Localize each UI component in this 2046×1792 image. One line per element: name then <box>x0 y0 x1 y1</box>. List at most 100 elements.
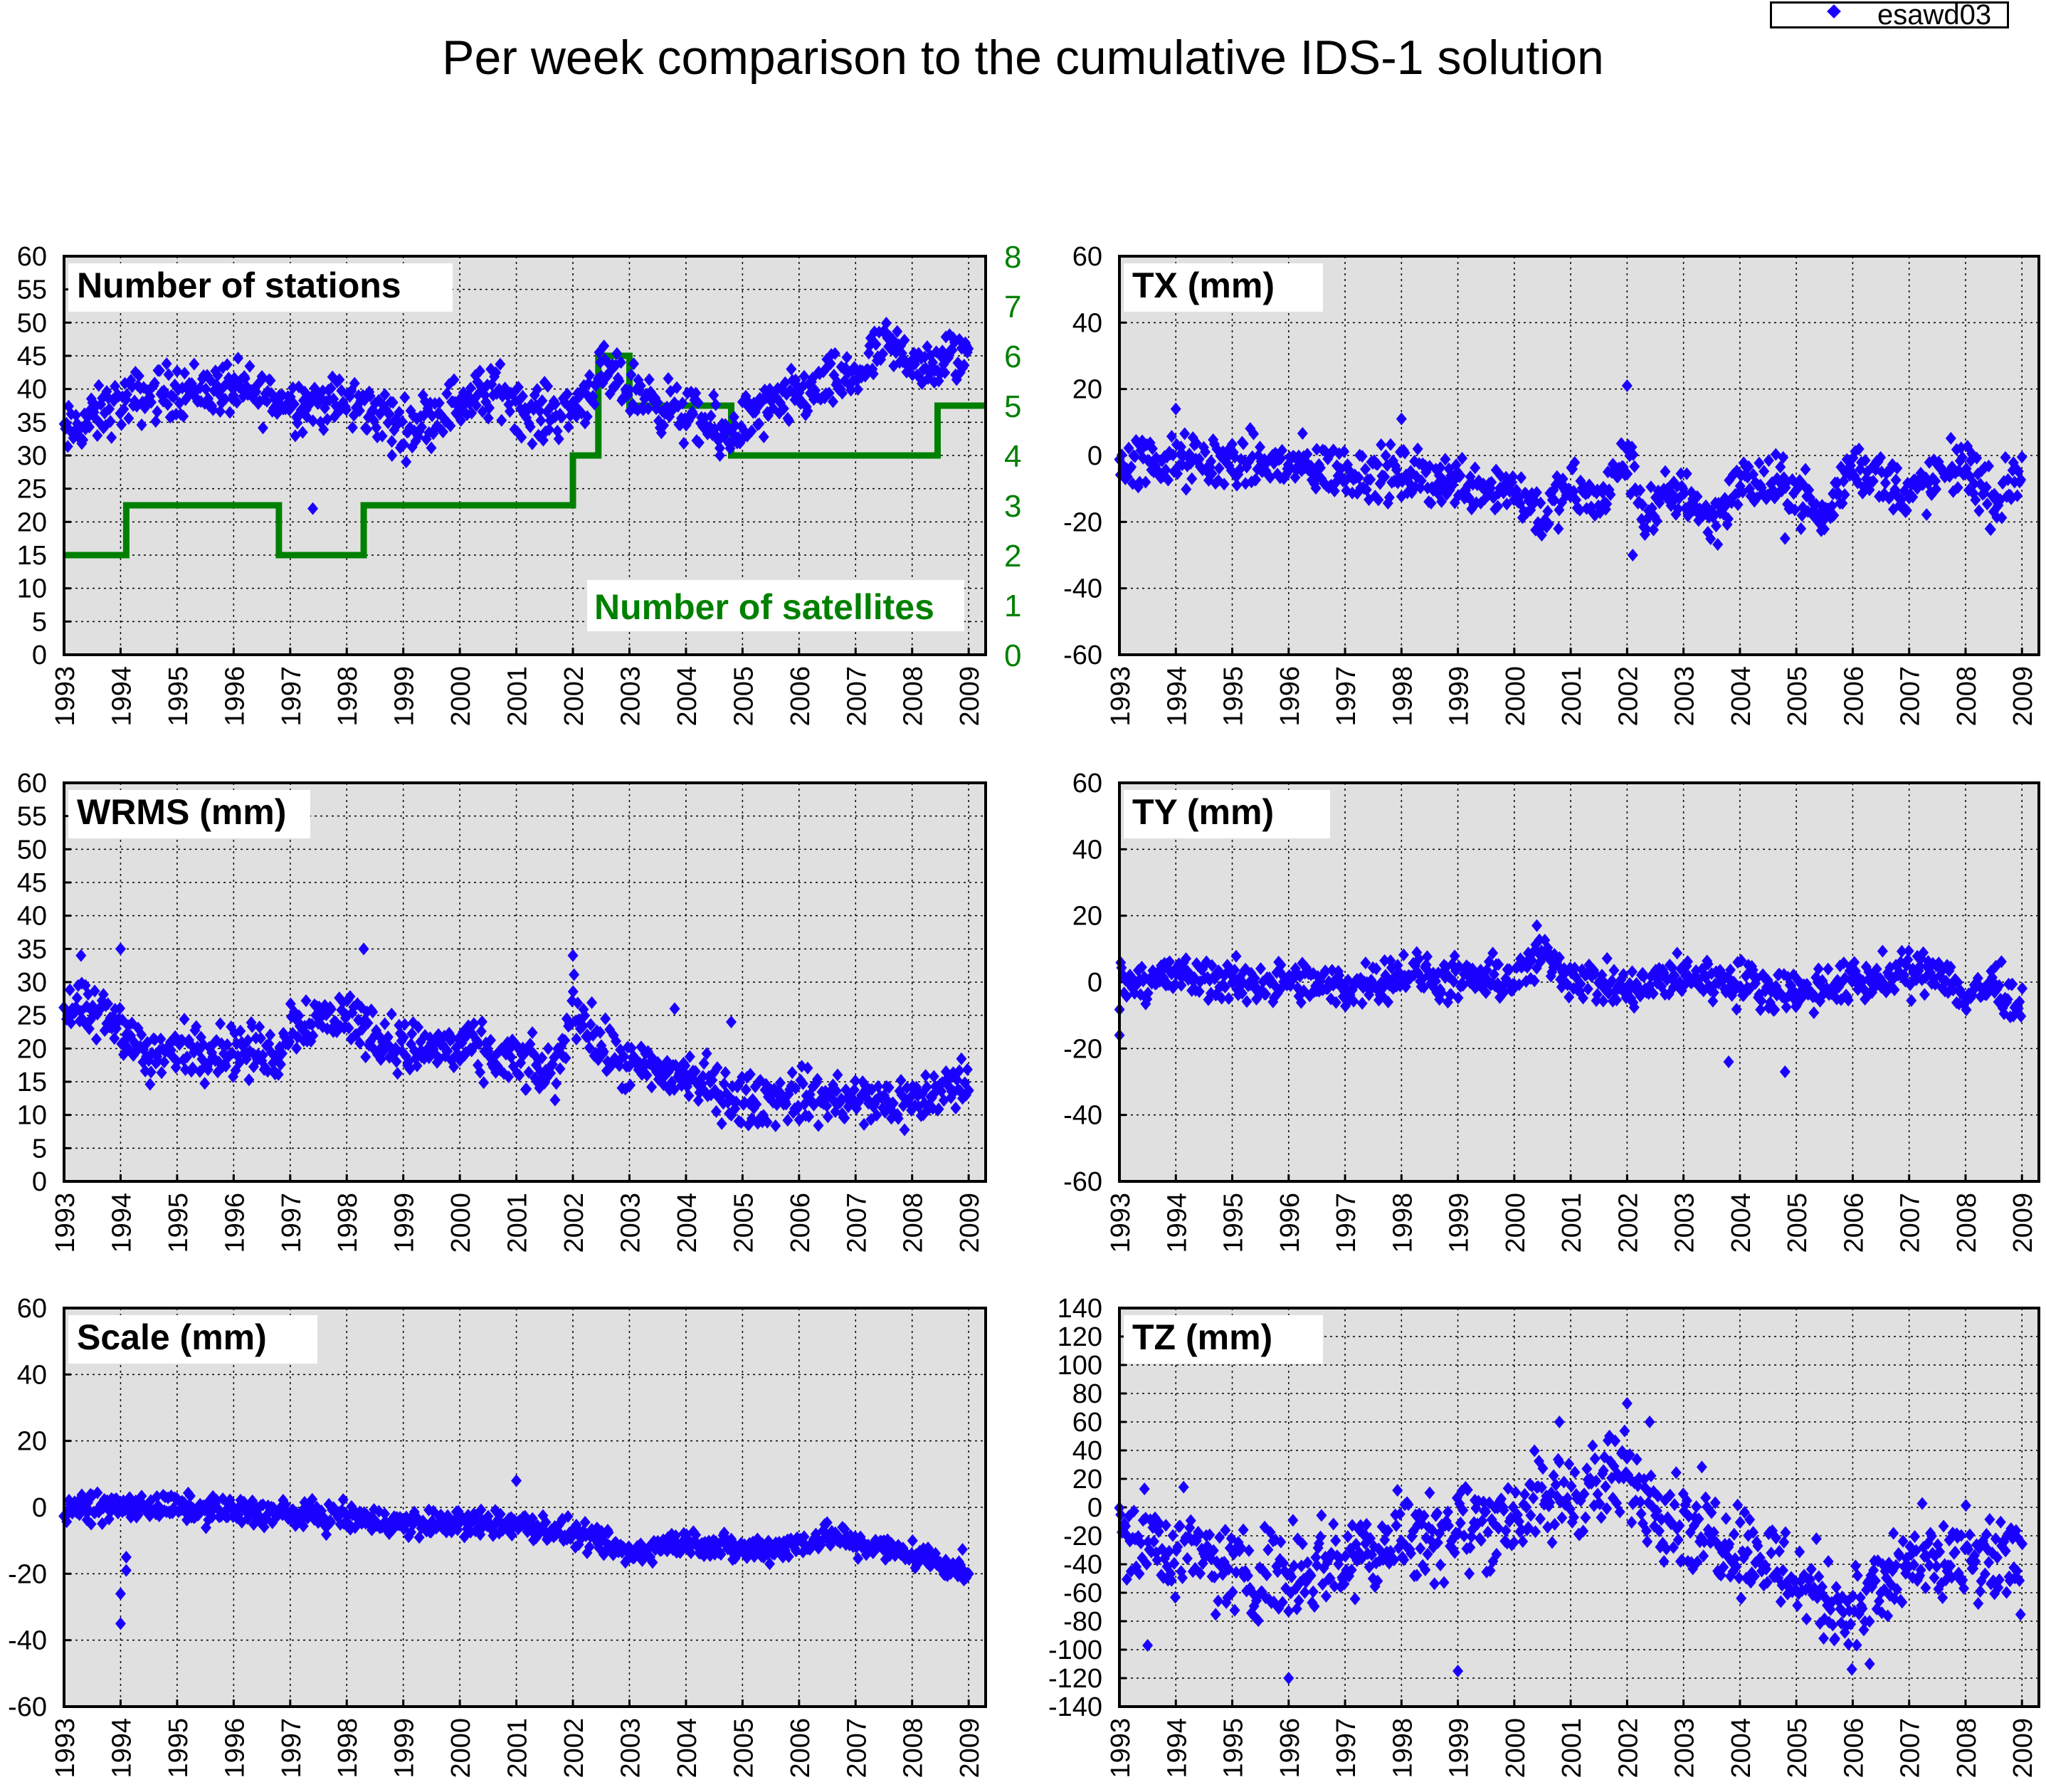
y-tick-label: 20 <box>17 1034 47 1064</box>
data-point <box>376 429 388 443</box>
data-point <box>535 413 547 427</box>
data-point <box>1723 512 1734 525</box>
y-tick-label: -20 <box>1063 1522 1102 1551</box>
data-point <box>133 369 144 383</box>
data-point <box>1758 465 1770 478</box>
data-point <box>1231 478 1243 492</box>
x-tick-label: 1998 <box>1388 666 1418 727</box>
x-tick-label: 2009 <box>2008 1718 2038 1778</box>
data-point <box>841 351 853 364</box>
legend: esawd03 <box>1770 0 2009 31</box>
data-point <box>384 407 395 421</box>
y-tick-label: -140 <box>1048 1692 1102 1722</box>
y-tick-label: -20 <box>1063 1034 1102 1064</box>
y-tick-label: -20 <box>8 1559 47 1589</box>
data-point <box>1660 465 1671 478</box>
y-tick-label: 40 <box>17 375 47 405</box>
data-point <box>161 357 172 371</box>
y-tick-label: 100 <box>1058 1351 1102 1381</box>
data-point <box>178 409 189 423</box>
data-point <box>1549 493 1560 507</box>
data-point <box>1226 438 1238 451</box>
data-point <box>1860 453 1871 467</box>
data-point <box>307 502 319 515</box>
x-tick-label: 2000 <box>1501 1193 1531 1253</box>
x-tick-label: 1999 <box>390 666 420 727</box>
x-tick-label: 1998 <box>1388 1718 1418 1778</box>
x-tick-label: 2009 <box>955 1193 985 1253</box>
data-point <box>1206 455 1217 468</box>
data-point <box>214 405 226 418</box>
data-point <box>1712 537 1724 551</box>
data-point <box>181 1050 193 1064</box>
data-point <box>78 433 89 447</box>
x-tick-label: 2006 <box>1839 1718 1869 1778</box>
data-point <box>106 431 117 444</box>
data-point <box>399 391 411 404</box>
data-point <box>1455 469 1466 483</box>
data-point <box>828 395 839 409</box>
x-tick-label: 1993 <box>1106 1193 1136 1253</box>
data-point <box>1146 442 1158 455</box>
data-point <box>64 983 75 996</box>
y2-tick-label: 0 <box>1004 638 1021 673</box>
data-point <box>1372 458 1383 471</box>
x-tick-label: 2005 <box>729 1193 759 1253</box>
plot-area <box>64 783 986 1181</box>
y-tick-label: -60 <box>8 1692 47 1722</box>
x-tick-label: 1993 <box>51 666 80 727</box>
data-point <box>83 1022 95 1035</box>
data-point <box>1763 453 1774 467</box>
y-tick-label: 60 <box>17 242 47 272</box>
data-point <box>1708 507 1719 520</box>
data-point <box>149 376 160 390</box>
data-point <box>136 1028 147 1041</box>
data-point <box>845 384 857 397</box>
y-tick-label: 50 <box>17 308 47 338</box>
x-tick-label: 1997 <box>1332 1193 1361 1253</box>
data-point <box>598 339 610 353</box>
data-point <box>362 423 373 436</box>
data-point <box>145 1065 157 1079</box>
x-tick-label: 2008 <box>1952 1193 1982 1253</box>
data-point <box>70 409 82 422</box>
data-point <box>710 398 722 411</box>
data-point <box>1218 478 1230 491</box>
data-point <box>581 410 593 423</box>
data-point <box>1754 456 1765 470</box>
data-point <box>1629 460 1640 473</box>
data-point <box>1890 473 1902 487</box>
data-point <box>527 437 538 450</box>
data-point <box>1985 522 1996 536</box>
data-point <box>1302 448 1313 461</box>
y2-tick-label: 8 <box>1004 240 1021 275</box>
x-tick-label: 1994 <box>1162 1193 1192 1253</box>
data-point <box>65 1016 77 1030</box>
data-point <box>334 373 345 386</box>
panel-title: TY (mm) <box>1132 792 1274 832</box>
y2-tick-label: 5 <box>1004 389 1021 424</box>
data-point <box>490 366 502 379</box>
data-point <box>652 396 663 409</box>
data-point <box>1507 470 1519 483</box>
y-tick-label: 140 <box>1058 1294 1102 1324</box>
y-tick-label: -40 <box>8 1626 47 1656</box>
x-tick-label: 1993 <box>51 1718 80 1778</box>
data-point <box>81 1000 93 1013</box>
x-tick-label: 2002 <box>559 1718 589 1778</box>
data-point <box>693 436 705 449</box>
data-point <box>495 357 506 371</box>
data-point <box>438 425 449 438</box>
x-tick-label: 1995 <box>1219 1193 1249 1253</box>
x-tick-label: 1994 <box>107 1718 137 1778</box>
data-point <box>90 1033 102 1046</box>
y2-tick-label: 4 <box>1004 439 1021 474</box>
data-point <box>690 386 702 400</box>
x-tick-label: 2003 <box>616 666 645 727</box>
data-point <box>1379 470 1391 483</box>
x-tick-label: 1997 <box>277 1193 307 1253</box>
data-point <box>1213 461 1225 475</box>
y-tick-label: -40 <box>1063 574 1102 604</box>
